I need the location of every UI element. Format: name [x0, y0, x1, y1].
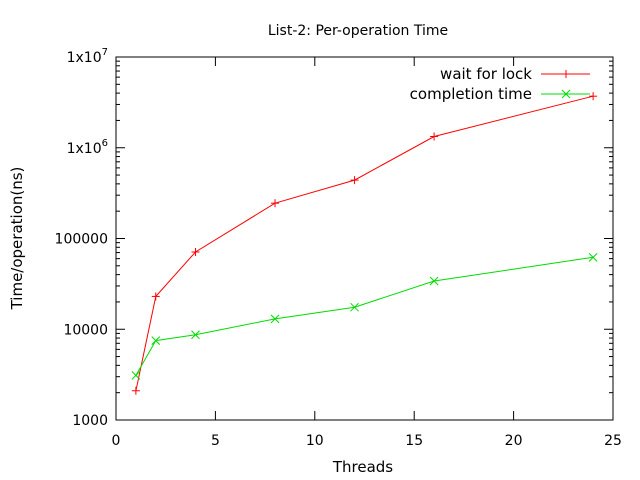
data-point-wait-for-lock	[131, 386, 140, 395]
data-point-wait-for-lock	[430, 132, 439, 141]
series-layer	[131, 92, 598, 395]
x-tick-label: 15	[405, 433, 423, 449]
y-tick-label: 1x107	[67, 47, 108, 66]
x-tick-label: 20	[505, 433, 523, 449]
legend: wait for lock completion time	[410, 65, 590, 103]
data-point-completion-time	[151, 336, 161, 345]
chart-title: List-2: Per-operation Time	[268, 23, 448, 39]
legend-label-completion-time: completion time	[410, 85, 532, 103]
y-tick-label: 100000	[55, 232, 108, 248]
data-point-completion-time	[270, 314, 280, 324]
x-tick-label: 10	[306, 433, 324, 449]
data-point-wait-for-lock	[271, 199, 280, 208]
series-line-wait-for-lock	[135, 95, 594, 391]
y-axis-title: Time/operation(ns)	[8, 167, 26, 311]
x-axis-ticks: 0 5 10 15 20 25	[112, 57, 622, 449]
legend-marker-completion-time	[561, 89, 571, 99]
y-tick-label: 1x106	[67, 138, 108, 157]
data-point-wait-for-lock	[191, 247, 200, 256]
data-point-wait-for-lock	[151, 292, 160, 301]
y-axis-ticks: 1000 10000 100000 1x106 1x107	[55, 47, 613, 429]
data-point-completion-time	[350, 302, 359, 312]
x-tick-label: 0	[112, 433, 121, 449]
data-point-wait-for-lock	[589, 92, 598, 101]
y-tick-label: 10000	[63, 322, 108, 338]
x-tick-label: 5	[211, 433, 220, 449]
x-axis-title: Threads	[332, 458, 393, 476]
data-point-wait-for-lock	[350, 176, 359, 185]
plot-frame	[115, 56, 614, 421]
legend-label-wait-for-lock: wait for lock	[440, 65, 532, 83]
data-point-completion-time	[131, 371, 141, 380]
data-point-completion-time	[191, 330, 200, 340]
data-point-completion-time	[588, 252, 598, 262]
y-tick-label: 1000	[72, 413, 108, 429]
x-tick-label: 25	[604, 433, 622, 449]
data-point-completion-time	[429, 276, 439, 286]
legend-marker-wait-for-lock	[562, 70, 570, 78]
series-line-completion-time	[135, 256, 594, 376]
